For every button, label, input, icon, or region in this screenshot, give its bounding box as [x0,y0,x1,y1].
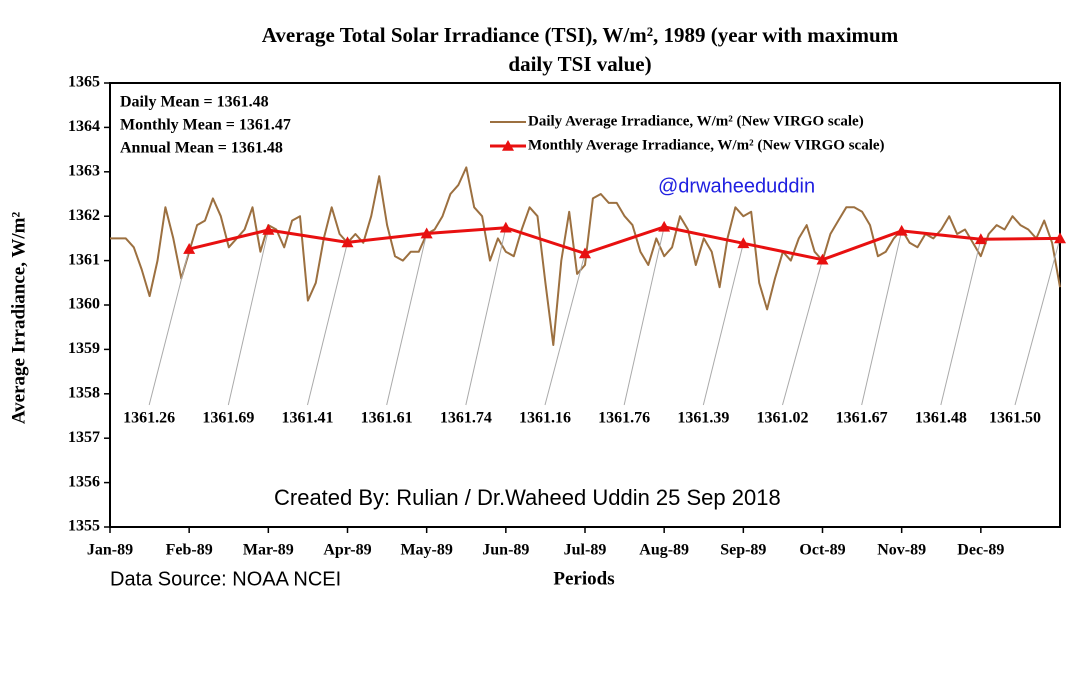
y-tick-label: 1363 [68,162,100,179]
stat-text: Annual Mean = 1361.48 [120,140,283,157]
data-label: 1361.02 [757,410,809,427]
x-tick-label: Sep-89 [720,542,766,559]
point-marker [737,237,750,249]
data-label: 1361.48 [915,410,967,427]
leader-line [148,248,190,406]
point-marker [183,243,196,254]
chart-title: Average Total Solar Irradiance (TSI), W/… [262,23,899,47]
y-tick-label: 1358 [68,384,100,401]
point-marker [895,224,908,236]
data-label: 1361.16 [519,410,571,427]
leader-line [1014,238,1061,406]
x-tick-label: Mar-89 [243,542,294,559]
y-tick-label: 1362 [68,207,100,224]
credit: Created By: Rulian / Dr.Waheed Uddin 25 … [274,485,781,510]
data-label: 1361.76 [598,410,650,427]
x-tick-label: Nov-89 [877,542,926,559]
watermark: @drwaheeduddin [658,175,815,197]
leader-line [861,230,903,406]
data-label: 1361.26 [123,410,175,427]
point-marker [579,247,591,259]
leader-line [940,239,982,406]
leader-line [702,243,744,406]
point-marker [420,227,433,239]
data-label: 1361.67 [836,410,888,427]
x-tick-label: Aug-89 [639,542,689,559]
point-marker [658,220,671,232]
data-label: 1361.61 [361,410,413,427]
y-tick-label: 1361 [68,251,100,268]
x-tick-label: Jun-89 [482,542,529,559]
y-tick-label: 1360 [68,296,100,313]
stat-text: Daily Mean = 1361.48 [120,94,269,111]
y-axis-label: Average Irradiance, W/m² [8,212,29,425]
y-tick-label: 1365 [68,74,100,91]
leader-line [544,253,586,406]
point-marker [816,253,829,265]
leader-line [782,259,823,406]
x-tick-label: Dec-89 [957,542,1004,559]
data-label: 1361.69 [202,410,254,427]
series-line [188,225,1061,262]
stat-text: Monthly Mean = 1361.47 [120,117,291,134]
x-tick-label: Jan-89 [87,542,133,559]
legend-label: Monthly Average Irradiance, W/m² (New VI… [528,137,885,153]
chart-title: daily TSI value) [508,52,651,76]
point-marker [499,221,512,233]
y-tick-label: 1364 [68,118,100,135]
point-marker [1054,232,1066,244]
leader-line [386,233,428,406]
leader-line [623,226,665,406]
leader-line [227,229,269,406]
x-tick-label: Oct-89 [799,542,845,559]
legend-marker [502,140,514,151]
point-marker [974,233,987,245]
data-label: 1361.41 [282,410,334,427]
data-label: 1361.39 [677,410,729,427]
data-label: 1361.74 [440,410,492,427]
x-axis-label: Periods [553,568,614,589]
x-tick-label: Feb-89 [166,542,213,559]
point-marker [262,223,275,235]
x-tick-label: Apr-89 [323,542,371,559]
y-tick-label: 1357 [68,429,100,446]
x-tick-label: Jul-89 [564,542,607,559]
leader-line [465,227,507,406]
y-tick-label: 1359 [68,340,100,357]
y-tick-label: 1356 [68,473,100,490]
x-tick-label: May-89 [400,542,452,559]
leader-line [307,242,348,406]
legend-label: Daily Average Irradiance, W/m² (New VIRG… [528,113,864,129]
y-tick-label: 1355 [68,518,100,535]
source: Data Source: NOAA NCEI [110,568,341,590]
point-marker [341,236,354,248]
data-label: 1361.50 [989,410,1041,427]
